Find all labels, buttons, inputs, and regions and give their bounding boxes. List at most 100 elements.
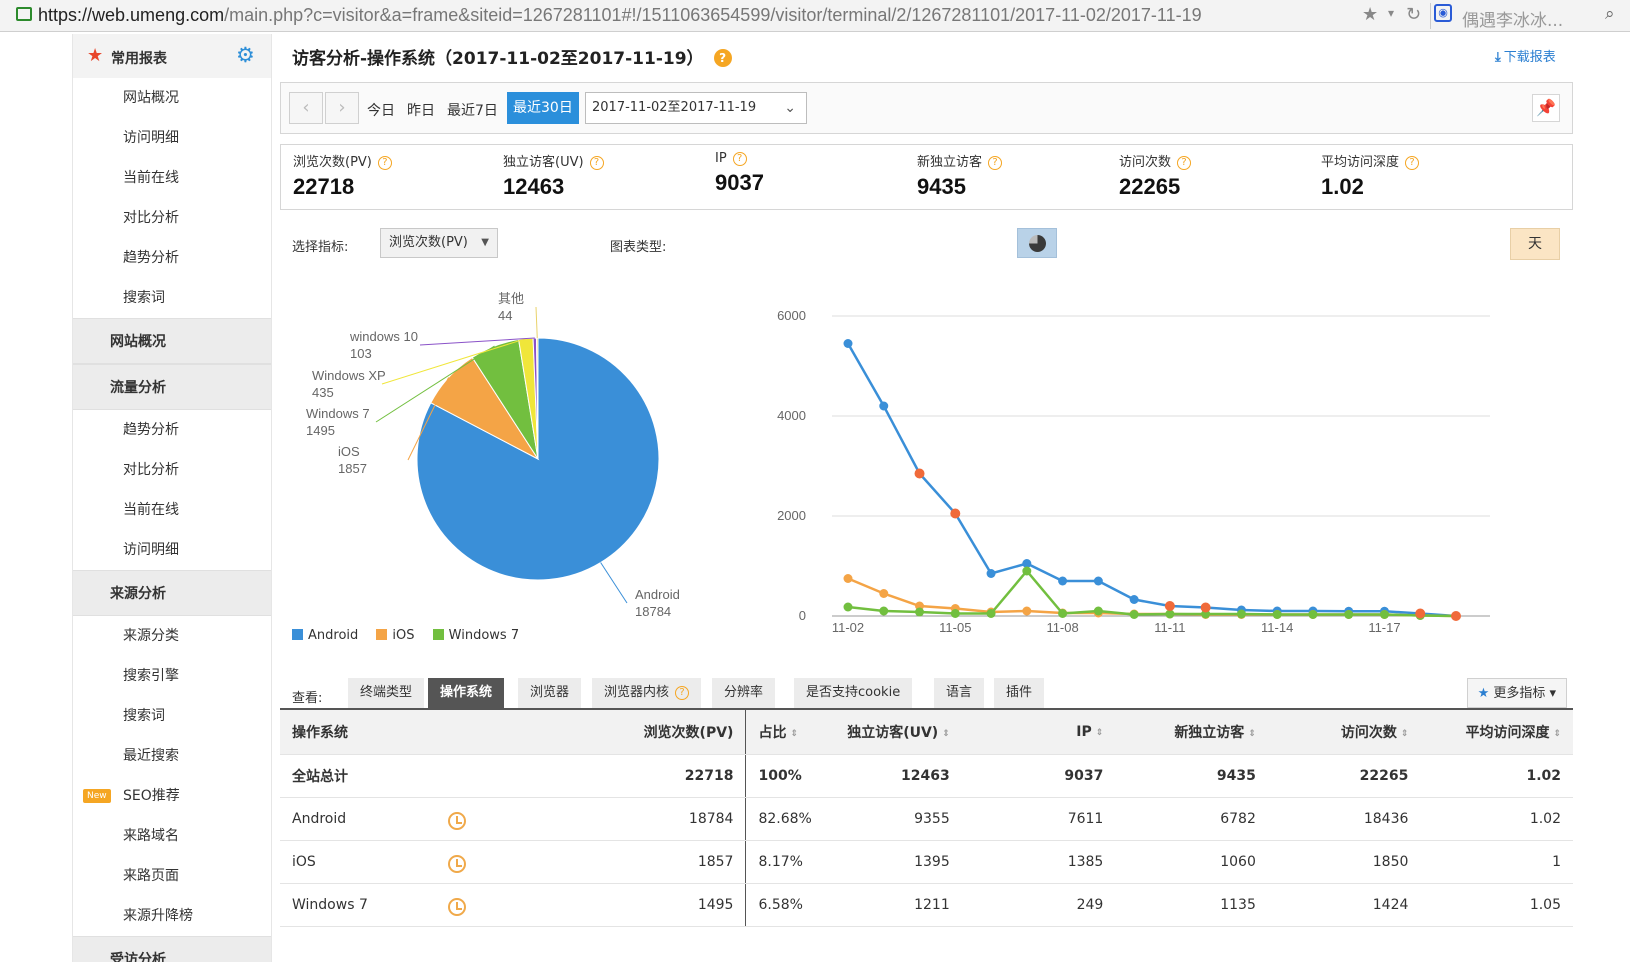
search-engine-icon[interactable]: ◉ [1434,4,1452,22]
sidebar-item[interactable]: 来源分类 [123,628,179,644]
sidebar-section-source[interactable]: 来源分析 [73,570,271,616]
today-link[interactable]: 今日 [367,103,395,119]
sidebar-item[interactable]: 趋势分析 [123,250,179,266]
help-icon: ? [675,686,690,700]
help-icon[interactable]: ? [732,152,747,166]
tab-label: 浏览器内核 [604,685,670,700]
col-label: 占比 [758,724,787,741]
sidebar-item[interactable]: 访问明细 [123,130,179,146]
col-pv[interactable]: 浏览次数(PV) [436,710,747,755]
sidebar-item[interactable]: 当前在线 [123,502,179,518]
pie-chart-toggle[interactable] [1017,228,1057,258]
download-icon: ⤓ [1495,50,1501,65]
sidebar-item[interactable]: 来源升降榜 [123,908,193,924]
pie-value-label: 44 [498,308,512,323]
help-icon[interactable]: ? [589,156,604,170]
prev-period-button[interactable]: ‹ [289,92,323,124]
col-uv[interactable]: 独立访客(UV) ⇕ [829,710,962,755]
pin-icon[interactable]: 📌 [1532,94,1560,122]
data-point [1022,566,1032,576]
data-point [1344,610,1354,619]
col-visits[interactable]: 访问次数 ⇕ [1267,710,1421,755]
tab-browser-kernel[interactable]: 浏览器内核? [592,678,702,708]
col-label: 新独立访客 [1174,724,1245,741]
sidebar-item[interactable]: 搜索词 [123,290,165,306]
sidebar-item[interactable]: 访问明细 [123,542,179,558]
os-name: Windows 7 [292,896,368,913]
yesterday-link[interactable]: 昨日 [407,103,435,119]
sidebar-section-site-overview[interactable]: 网站概况 [73,318,271,364]
date-range-picker[interactable]: 2017-11-02至2017-11-19 ⌄ [585,92,807,124]
sidebar-section-traffic[interactable]: 流量分析 [73,364,271,410]
stat-label: 独立访客(UV)? [503,151,604,170]
help-icon[interactable]: ? [988,156,1003,170]
col-avg-depth[interactable]: 平均访问深度 ⇕ [1420,710,1573,755]
cell: 1395 [829,840,962,884]
trend-icon[interactable] [448,854,466,873]
sidebar-item[interactable]: 对比分析 [123,462,179,478]
legend-item-windows7[interactable]: Windows 7 [432,628,519,643]
sidebar-item[interactable]: 来路域名 [123,828,179,844]
sort-icon: ⇕ [942,728,950,739]
pie-value-label: 435 [312,385,334,400]
sort-icon: ⇕ [790,728,799,739]
legend-item-android[interactable]: Android [292,628,358,643]
sidebar-item[interactable]: 趋势分析 [123,422,179,438]
legend-item-ios[interactable]: iOS [376,628,415,643]
stat-label-text: 独立访客(UV) [503,155,584,170]
col-ratio[interactable]: 占比 ⇕ [745,710,830,755]
search-input[interactable]: 偶遇李冰冰... [1462,11,1564,31]
sidebar-section-visitor[interactable]: 受访分析 [73,936,271,962]
sidebar-item[interactable]: 搜索引擎 [123,668,179,684]
sidebar-item[interactable]: 最近搜索 [123,748,179,764]
sidebar: ★ 常用报表 ⚙ 网站概况 访问明细 当前在线 对比分析 趋势分析 搜索词 网站… [72,34,272,962]
pie-value-label: 103 [350,346,372,361]
legend-label: Android [308,628,359,643]
sidebar-item[interactable]: 搜索词 [123,708,165,724]
next-period-button[interactable]: › [325,92,359,124]
granularity-day-button[interactable]: 天 [1510,228,1560,260]
pie-leader-line [419,337,535,346]
col-new-visitors[interactable]: 新独立访客 ⇕ [1115,710,1268,755]
stat-label-text: 平均访问深度 [1321,155,1400,170]
metric-select[interactable]: 浏览次数(PV) ▼ [380,228,498,258]
last7-link[interactable]: 最近7日 [447,103,498,119]
search-box[interactable] [1430,3,1630,29]
tab-browser[interactable]: 浏览器 [518,678,582,708]
data-point [950,609,960,618]
sidebar-item[interactable]: 当前在线 [123,170,179,186]
download-report-link[interactable]: ⤓ 下载报表 [1495,46,1556,65]
gear-icon[interactable]: ⚙ [236,43,255,67]
tab-cookie[interactable]: 是否支持cookie [794,678,913,708]
help-icon[interactable]: ? [1405,156,1420,170]
series-line [846,342,1457,618]
trend-icon[interactable] [448,811,466,830]
help-icon[interactable]: ? [1177,156,1192,170]
bookmark-star-icon[interactable]: ★ [1362,4,1379,25]
sidebar-item[interactable]: 网站概况 [123,90,179,106]
table-row: iOS 1857 8.17% 1395 1385 1060 1850 1 [280,840,1573,884]
url-field[interactable]: https://web.umeng.com/main.php?c=visitor… [38,5,1202,26]
last30-link[interactable]: 最近30日 [507,92,579,124]
search-icon[interactable]: ⌕ [1605,4,1615,24]
pie-chart-icon [1029,235,1046,252]
sidebar-item-seo[interactable]: New SEO推荐 [73,776,271,816]
tab-language[interactable]: 语言 [934,678,985,708]
legend-label: iOS [392,628,415,643]
more-metrics-button[interactable]: ★ 更多指标 ▾ [1466,678,1567,708]
dropdown-icon[interactable]: ▾ [1388,6,1395,20]
trend-icon[interactable] [448,897,466,916]
tab-resolution[interactable]: 分辨率 [712,678,776,708]
tab-plugins[interactable]: 插件 [994,678,1045,708]
reload-icon[interactable]: ↻ [1406,4,1422,25]
tab-terminal-type[interactable]: 终端类型 [348,678,425,708]
help-icon[interactable]: ? [377,156,392,170]
legend-swatch [432,629,444,640]
sidebar-item[interactable]: 来路页面 [123,868,179,884]
sidebar-item[interactable]: 对比分析 [123,210,179,226]
help-icon[interactable]: ? [713,49,732,67]
chevron-down-icon: ⌄ [784,100,796,116]
tab-os[interactable]: 操作系统 [428,678,505,708]
more-metrics-label: 更多指标 [1493,686,1546,701]
col-ip[interactable]: IP ⇕ [961,710,1116,755]
